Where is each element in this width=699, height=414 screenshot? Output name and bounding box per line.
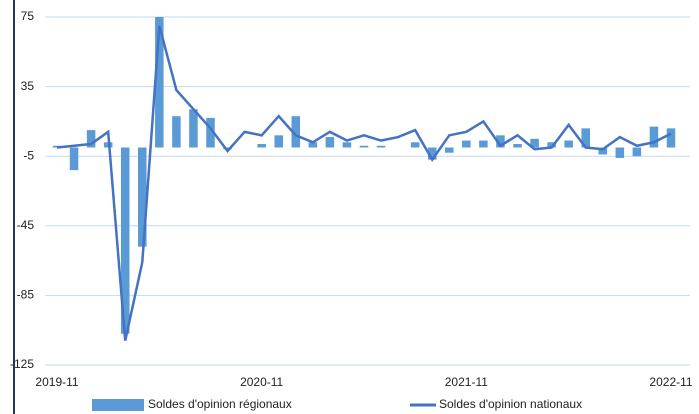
y-tick-label: 35 [21,79,35,93]
bar [410,142,420,148]
bar [649,126,659,148]
x-tick-label: 2019-11 [35,375,78,389]
bar [308,142,318,148]
y-tick-label: -45 [17,218,35,232]
bar [564,140,573,148]
y-tick-label: -5 [23,148,34,162]
legend-label: Soldes d'opinion nationaux [439,397,582,411]
bar [462,140,471,148]
bar [69,147,79,171]
bar [342,142,352,148]
bar [223,147,232,150]
bar [189,109,198,148]
bar [479,140,488,148]
bar [547,142,556,148]
bar [120,147,130,334]
bar [291,116,301,148]
bar [376,145,386,148]
bar [530,138,539,148]
bar [445,147,454,153]
bar [274,135,283,148]
legend-label: Soldes d'opinion régionaux [148,397,292,411]
x-tick-label: 2021-11 [445,375,488,389]
y-tick-label: -125 [10,357,34,371]
legend-swatch [92,399,144,411]
bar [513,144,522,148]
bar [496,135,505,148]
bar [325,137,335,148]
bar [598,147,608,155]
y-tick-label: 75 [21,9,35,23]
x-tick-label: 2020-11 [240,375,283,389]
y-tick-label: -85 [17,288,35,302]
x-tick-label: 2022-11 [649,375,692,389]
bar [666,128,676,148]
bar [632,147,642,157]
bar [427,147,437,160]
bar [155,17,164,148]
bar [581,128,590,148]
bar [615,147,625,158]
bar [359,145,369,148]
bar [138,147,147,247]
line [56,25,672,341]
bar [206,117,215,148]
bar [86,130,96,148]
bar [257,144,266,148]
bar [172,116,181,148]
